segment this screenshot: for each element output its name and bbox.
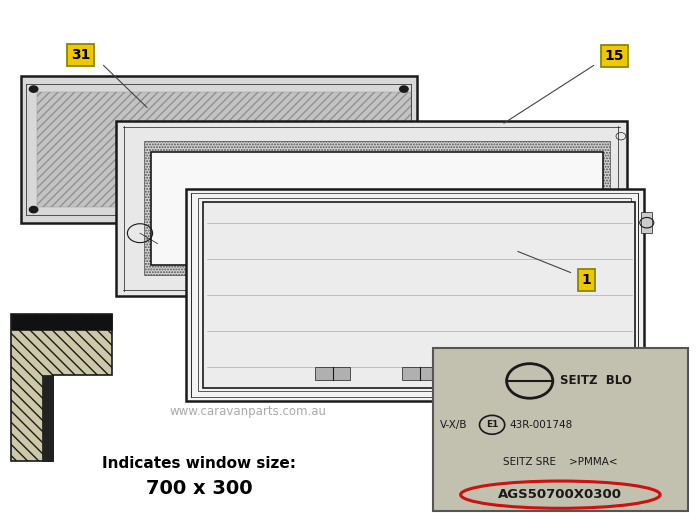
Polygon shape (36, 92, 412, 207)
Text: www.caravanparts.com.au: www.caravanparts.com.au (170, 405, 327, 418)
Polygon shape (21, 76, 416, 223)
Polygon shape (10, 314, 112, 461)
Polygon shape (315, 367, 350, 380)
Polygon shape (402, 367, 438, 380)
Text: Indicates window size:: Indicates window size: (102, 456, 297, 471)
Text: 1: 1 (582, 274, 591, 287)
Polygon shape (640, 212, 652, 233)
Text: E1: E1 (486, 420, 498, 429)
Text: AGS50700X0300: AGS50700X0300 (498, 488, 622, 501)
Polygon shape (42, 375, 52, 461)
Text: SEITZ SRE    >PMMA<: SEITZ SRE >PMMA< (503, 457, 617, 467)
Polygon shape (116, 121, 626, 296)
Text: 15: 15 (605, 49, 624, 63)
Circle shape (29, 206, 38, 213)
Circle shape (29, 86, 38, 92)
Text: 31: 31 (71, 48, 90, 62)
Polygon shape (10, 314, 112, 330)
Text: 43R-001748: 43R-001748 (510, 420, 573, 430)
Polygon shape (203, 202, 636, 388)
Text: V-X/B: V-X/B (440, 420, 467, 430)
Circle shape (400, 206, 408, 213)
Text: 700 x 300: 700 x 300 (146, 479, 253, 498)
Text: SEITZ  BLO: SEITZ BLO (560, 375, 631, 387)
Polygon shape (150, 152, 603, 265)
Polygon shape (640, 356, 652, 377)
Circle shape (400, 86, 408, 92)
FancyBboxPatch shape (433, 348, 688, 511)
Polygon shape (144, 141, 610, 275)
Polygon shape (186, 189, 644, 401)
